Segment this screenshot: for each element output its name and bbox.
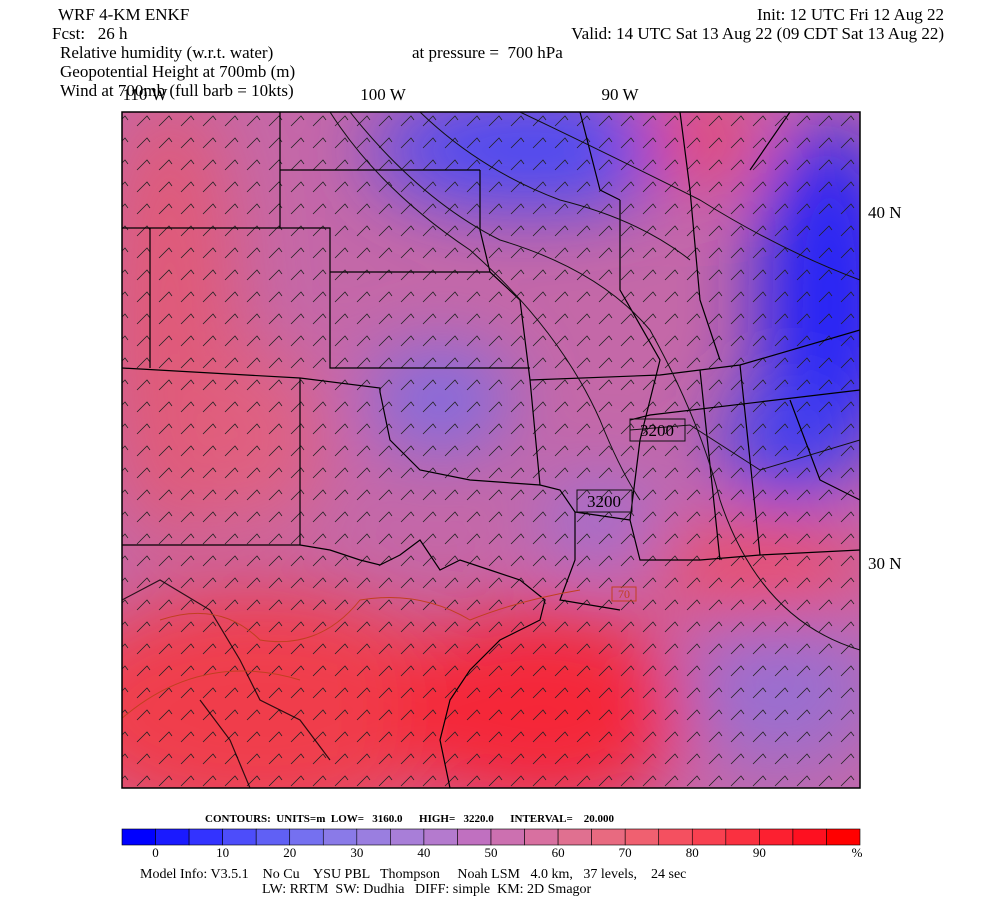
colorbar-box (121, 828, 156, 846)
field: Geopotential Height at 700mb (m) (60, 62, 295, 81)
colorbar-unit: % (852, 845, 863, 860)
latitude: 40 N (868, 203, 902, 222)
colorbar-box (624, 828, 660, 846)
colorbar-box (390, 828, 425, 846)
colorbar-box (222, 828, 257, 846)
pressure: at pressure = 700 hPa (412, 43, 563, 62)
footer: Model Info: V3.5.1 No Cu YSU PBL Thompso… (140, 867, 686, 882)
latitude: 30 N (868, 554, 902, 573)
contour-label-box (629, 418, 686, 442)
colorbar-label: 40 (417, 845, 430, 860)
model: WRF 4-KM ENKF (58, 5, 189, 24)
colorbar-box (155, 828, 190, 846)
colorbar-box (322, 828, 358, 846)
colorbar-box (255, 828, 291, 846)
colorbar-box (691, 828, 727, 846)
colorbar-box (490, 828, 525, 846)
colorbar-label: 70 (619, 845, 632, 860)
contour-label: 3200 (640, 421, 674, 440)
colorbar-label: 0 (152, 845, 159, 860)
colorbar-label: 90 (753, 845, 766, 860)
forecast: Fcst: 26 h (52, 24, 128, 43)
contours-info: CONTOURS: UNITS=m LOW= 3160.0 HIGH= 3220… (205, 813, 615, 825)
map (122, 112, 860, 788)
colorbar-box (524, 828, 559, 846)
colorbar-box (457, 828, 492, 846)
footer: LW: RRTM SW: Dudhia DIFF: simple KM: 2D … (262, 882, 592, 897)
colorbar-box (289, 828, 324, 846)
colorbar-box (826, 828, 861, 846)
field: Wind at 700mb (full barb = 10kts) (60, 81, 294, 100)
colorbar-label: 20 (283, 845, 296, 860)
colorbar-box (725, 828, 760, 846)
colorbar-box (188, 828, 223, 846)
init: Init: 12 UTC Fri 12 Aug 22 (757, 5, 944, 24)
longitude: 100 W (360, 85, 406, 104)
contour-label-box (576, 489, 633, 513)
contour-label-box (611, 586, 637, 602)
valid: Valid: 14 UTC Sat 13 Aug 22 (09 CDT Sat … (571, 24, 944, 43)
colorbar: 0 10 20 30 40 50 60 70 80 90% (121, 828, 863, 860)
colorbar-box (356, 828, 391, 846)
colorbar-box (759, 828, 794, 846)
colorbar-label: 60 (552, 845, 565, 860)
longitude: 90 W (602, 85, 640, 104)
field: Relative humidity (w.r.t. water) (60, 43, 273, 62)
contour-label: 70 (618, 587, 630, 601)
colorbar-box (658, 828, 693, 846)
colorbar-box (423, 828, 458, 846)
colorbar-label: 30 (350, 845, 363, 860)
colorbar-box (591, 828, 626, 846)
colorbar-label: 80 (686, 845, 699, 860)
colorbar-box (792, 828, 827, 846)
colorbar-box (557, 828, 592, 846)
colorbar-label: 50 (485, 845, 498, 860)
longitude: 110 W (123, 85, 169, 104)
contour-label: 3200 (587, 492, 621, 511)
map-frame (121, 111, 861, 789)
colorbar-label: 10 (216, 845, 229, 860)
